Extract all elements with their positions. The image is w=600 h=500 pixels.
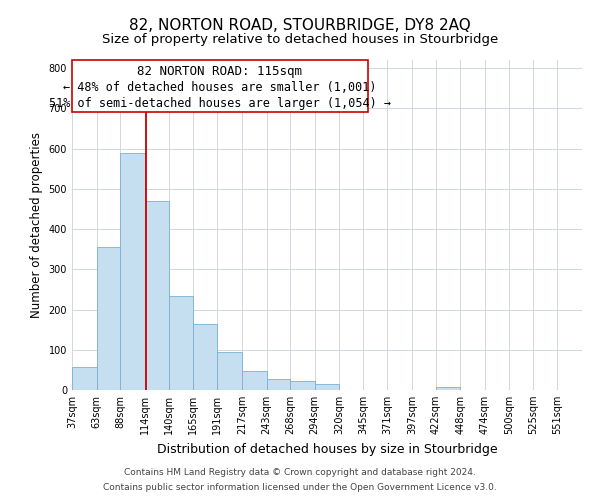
FancyBboxPatch shape xyxy=(72,60,368,112)
Bar xyxy=(145,201,169,390)
Bar xyxy=(120,154,145,390)
Bar xyxy=(217,352,242,390)
Text: 51% of semi-detached houses are larger (1,054) →: 51% of semi-detached houses are larger (… xyxy=(49,97,391,110)
Text: 82 NORTON ROAD: 115sqm: 82 NORTON ROAD: 115sqm xyxy=(137,65,302,78)
Bar xyxy=(193,324,217,390)
Bar xyxy=(72,366,97,390)
Text: 82, NORTON ROAD, STOURBRIDGE, DY8 2AQ: 82, NORTON ROAD, STOURBRIDGE, DY8 2AQ xyxy=(129,18,471,32)
Bar xyxy=(315,384,339,390)
X-axis label: Distribution of detached houses by size in Stourbridge: Distribution of detached houses by size … xyxy=(157,442,497,456)
Text: Size of property relative to detached houses in Stourbridge: Size of property relative to detached ho… xyxy=(102,32,498,46)
Bar xyxy=(169,296,193,390)
Bar xyxy=(266,379,290,390)
Bar xyxy=(436,387,460,390)
Text: Contains HM Land Registry data © Crown copyright and database right 2024.: Contains HM Land Registry data © Crown c… xyxy=(124,468,476,477)
Y-axis label: Number of detached properties: Number of detached properties xyxy=(30,132,43,318)
Bar xyxy=(97,247,120,390)
Bar xyxy=(242,370,266,390)
Text: ← 48% of detached houses are smaller (1,001): ← 48% of detached houses are smaller (1,… xyxy=(63,80,377,94)
Text: Contains public sector information licensed under the Open Government Licence v3: Contains public sector information licen… xyxy=(103,483,497,492)
Bar xyxy=(290,381,315,390)
